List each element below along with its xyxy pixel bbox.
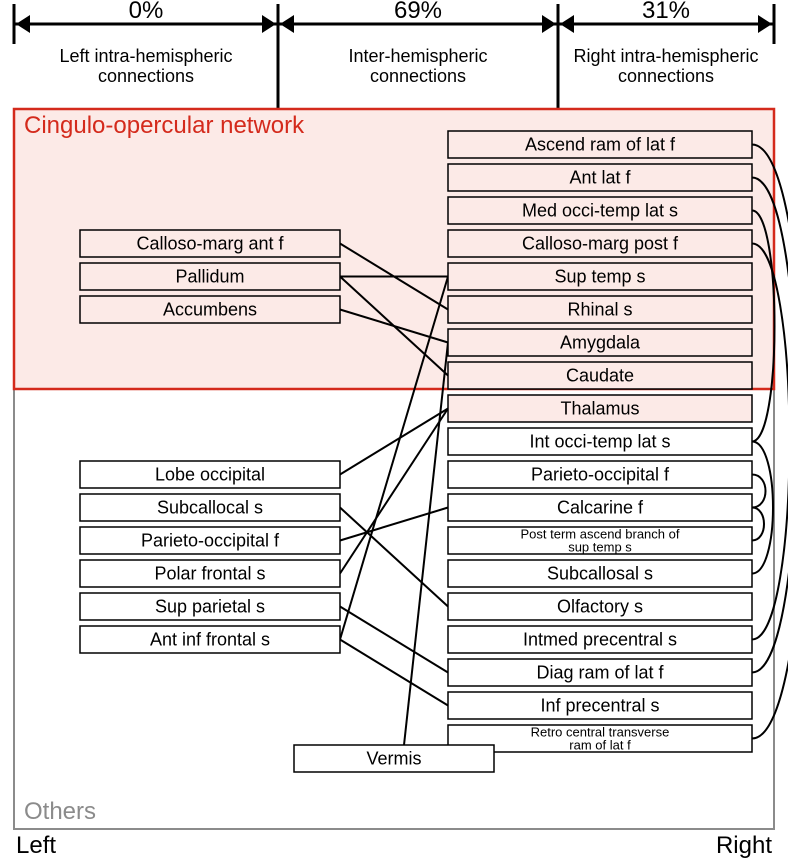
right-label: Right xyxy=(716,832,772,859)
node: Post term ascend branch ofsup temp s xyxy=(448,527,752,555)
node: Ant inf frontal s xyxy=(80,626,340,653)
node: Parieto-occipital f xyxy=(448,461,752,488)
edge xyxy=(340,607,448,673)
edge xyxy=(340,508,448,541)
node-label: Vermis xyxy=(366,749,421,769)
node-label: Lobe occipital xyxy=(155,465,265,485)
header-label: Right intra-hemispheric xyxy=(573,46,758,66)
node: Ascend ram of lat f xyxy=(448,131,752,158)
node: Sup temp s xyxy=(448,263,752,290)
node-label: Sup temp s xyxy=(554,267,645,287)
node-label: Ascend ram of lat f xyxy=(525,135,676,155)
node-label: Rhinal s xyxy=(567,300,632,320)
node: Int occi-temp lat s xyxy=(448,428,752,455)
node: Sup parietal s xyxy=(80,593,340,620)
node-label: Intmed precentral s xyxy=(523,630,677,650)
node-label: Med occi-temp lat s xyxy=(522,201,678,221)
edge xyxy=(752,475,766,508)
node: Diag ram of lat f xyxy=(448,659,752,686)
node: Intmed precentral s xyxy=(448,626,752,653)
left-label: Left xyxy=(16,832,56,859)
node: Accumbens xyxy=(80,296,340,323)
node: Subcallosal s xyxy=(448,560,752,587)
node-label: Accumbens xyxy=(163,300,257,320)
header-label: Left intra-hemispheric xyxy=(59,46,232,66)
node: Inf precentral s xyxy=(448,692,752,719)
edge xyxy=(752,508,764,541)
header-label: connections xyxy=(618,66,714,86)
node-label: Int occi-temp lat s xyxy=(529,432,670,452)
node-label: Sup parietal s xyxy=(155,597,265,617)
node-label: Amygdala xyxy=(560,333,641,353)
network-diagram: 0%69%31%Left intra-hemisphericconnection… xyxy=(0,0,788,862)
node: Polar frontal s xyxy=(80,560,340,587)
node: Calcarine f xyxy=(448,494,752,521)
node-label: Calloso-marg ant f xyxy=(136,234,284,254)
node: Med occi-temp lat s xyxy=(448,197,752,224)
node-label: Caudate xyxy=(566,366,634,386)
node-label: Parieto-occipital f xyxy=(141,531,280,551)
node: Rhinal s xyxy=(448,296,752,323)
node-label: Pallidum xyxy=(175,267,244,287)
node: Caudate xyxy=(448,362,752,389)
node-label: sup temp s xyxy=(568,540,632,555)
node-label: Diag ram of lat f xyxy=(536,663,664,683)
node: Subcallocal s xyxy=(80,494,340,521)
node-label: ram of lat f xyxy=(569,738,631,753)
node: Lobe occipital xyxy=(80,461,340,488)
edge xyxy=(340,508,448,607)
cingulo-label: Cingulo-opercular network xyxy=(24,112,305,139)
node: Amygdala xyxy=(448,329,752,356)
node-label: Calcarine f xyxy=(557,498,644,518)
node-label: Thalamus xyxy=(560,399,639,419)
node: Olfactory s xyxy=(448,593,752,620)
node-label: Subcallocal s xyxy=(157,498,263,518)
node: Ant lat f xyxy=(448,164,752,191)
pct-left: 0% xyxy=(129,0,164,24)
node: Pallidum xyxy=(80,263,340,290)
node: Calloso-marg ant f xyxy=(80,230,340,257)
node: Parieto-occipital f xyxy=(80,527,340,554)
node-label: Polar frontal s xyxy=(154,564,265,584)
node: Vermis xyxy=(294,745,494,772)
node-label: Parieto-occipital f xyxy=(531,465,670,485)
header-label: Inter-hemispheric xyxy=(348,46,487,66)
edge xyxy=(340,409,448,475)
node-label: Inf precentral s xyxy=(540,696,659,716)
others-label: Others xyxy=(24,798,96,825)
header-label: connections xyxy=(98,66,194,86)
header-label: connections xyxy=(370,66,466,86)
node-label: Calloso-marg post f xyxy=(522,234,679,254)
node-label: Subcallosal s xyxy=(547,564,653,584)
edge xyxy=(340,640,448,706)
node-label: Olfactory s xyxy=(557,597,643,617)
node-label: Ant inf frontal s xyxy=(150,630,270,650)
node-label: Ant lat f xyxy=(569,168,631,188)
node: Calloso-marg post f xyxy=(448,230,752,257)
pct-mid: 69% xyxy=(394,0,442,24)
pct-right: 31% xyxy=(642,0,690,24)
node: Thalamus xyxy=(448,395,752,422)
